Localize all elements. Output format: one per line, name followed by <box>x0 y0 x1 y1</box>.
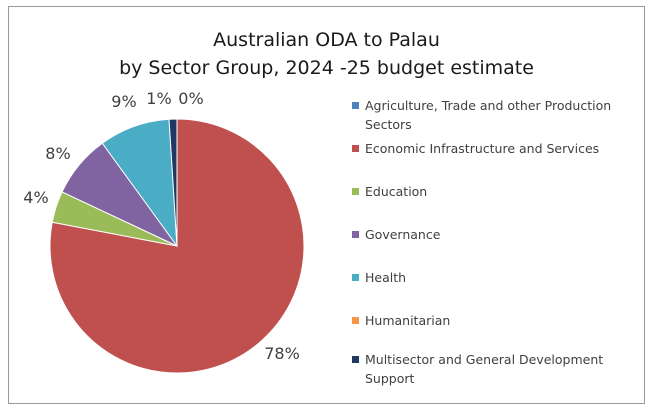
data-label-5: 9% <box>111 92 136 111</box>
legend-swatch-2 <box>352 145 359 152</box>
legend-swatch-5 <box>352 274 359 281</box>
data-label-4: 8% <box>45 144 70 163</box>
chart-subtitle: by Sector Group, 2024 -25 budget estimat… <box>119 57 534 79</box>
legend-label-4: Governance <box>365 227 441 242</box>
legend-swatch-1 <box>352 102 359 109</box>
legend-swatch-7 <box>352 356 359 363</box>
legend-label-1: Agriculture, Trade and other Production … <box>365 98 612 132</box>
legend-item-7: Multisector and General Development Supp… <box>352 350 642 388</box>
legend-item-3: Education <box>352 182 642 201</box>
legend-label-5: Health <box>365 270 407 285</box>
legend-label-2: Economic Infrastructure and Services <box>365 141 600 156</box>
chart-title-block: Australian ODA to Palau by Sector Group,… <box>0 26 653 82</box>
data-label-7: 1% <box>146 89 171 108</box>
data-label-zero-1: 0% <box>178 89 203 108</box>
legend-item-2: Economic Infrastructure and Services <box>352 139 642 158</box>
legend-item-4: Governance <box>352 225 642 244</box>
data-label-2: 78% <box>264 344 300 363</box>
legend-swatch-3 <box>352 188 359 195</box>
data-label-3: 4% <box>23 188 48 207</box>
legend-swatch-6 <box>352 317 359 324</box>
legend-item-1: Agriculture, Trade and other Production … <box>352 96 642 134</box>
legend-label-7: Multisector and General Development Supp… <box>365 352 604 386</box>
legend-item-6: Humanitarian <box>352 311 642 330</box>
legend-label-3: Education <box>365 184 428 199</box>
chart-title: Australian ODA to Palau <box>213 29 440 51</box>
legend-label-6: Humanitarian <box>365 313 451 328</box>
legend-item-5: Health <box>352 268 642 287</box>
legend-swatch-4 <box>352 231 359 238</box>
pie-slice-7 <box>168 118 178 247</box>
